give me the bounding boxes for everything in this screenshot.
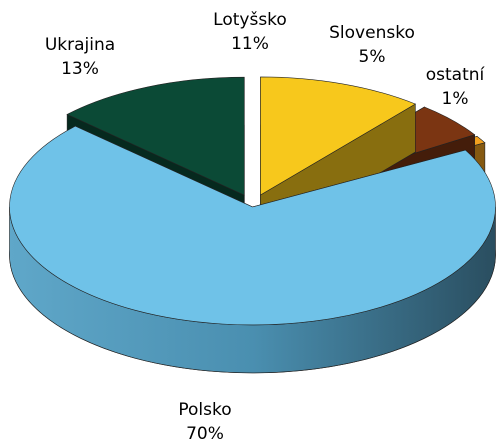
value-label: 1% — [442, 89, 469, 109]
value-label: 13% — [61, 59, 99, 79]
slice-label: Ukrajina — [45, 35, 115, 55]
slice — [66, 76, 245, 196]
slice-label: Slovensko — [329, 23, 415, 43]
slice — [9, 125, 496, 326]
slice-label: Lotyšsko — [213, 10, 287, 30]
value-label: 11% — [231, 34, 269, 54]
value-label: 70% — [186, 424, 224, 441]
slice — [260, 76, 417, 196]
labels: ostatní 1% Slovensko 5% Lotyšsko 11% Ukrajina 1… — [45, 10, 486, 441]
slice-label: Polsko — [178, 400, 231, 420]
value-label: 5% — [359, 47, 386, 67]
pie — [9, 76, 496, 374]
slice-label: ostatní — [426, 65, 486, 85]
